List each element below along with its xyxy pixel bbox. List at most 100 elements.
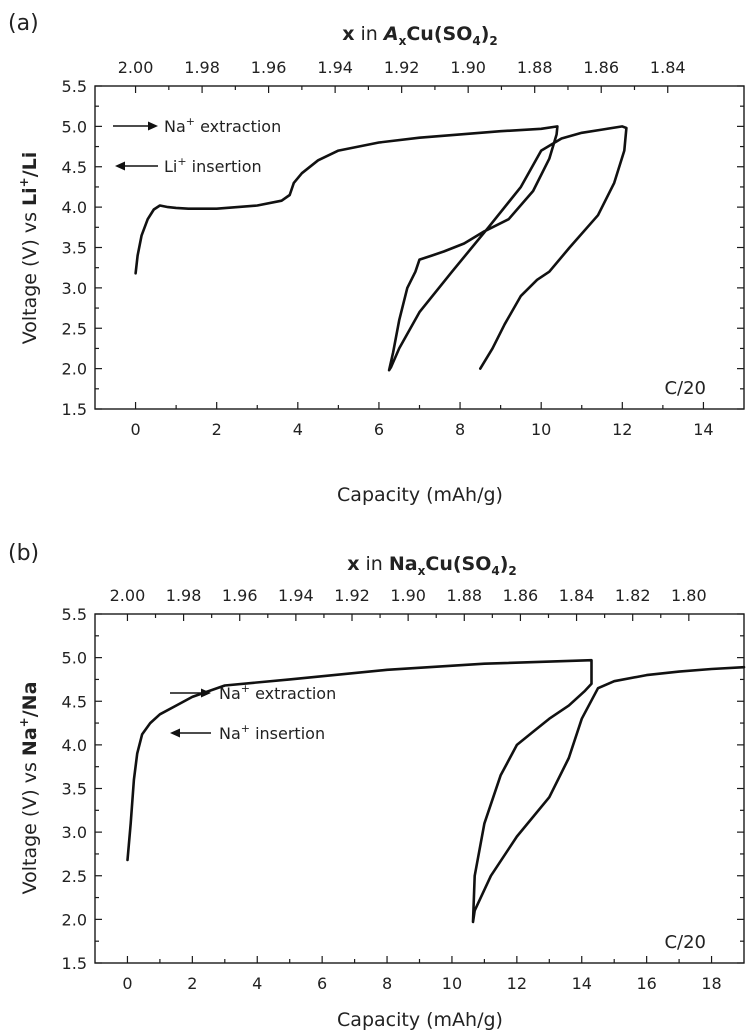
panel-a-ylabel-sup: + <box>17 177 31 187</box>
panel-b-legend-1-text: extraction <box>250 684 336 703</box>
panel-a-ylabel-prefix: Voltage (V) vs <box>19 206 41 344</box>
panel-b-top-tick-labels: 2.00 1.98 1.96 1.94 1.92 1.90 1.88 1.86 1.84 1.82… <box>110 586 707 605</box>
panel-a-top-tick-label: 1.90 <box>450 58 486 77</box>
panel-b-top-tick-label: 1.88 <box>446 586 482 605</box>
panel-b-ylabel-prefix: Voltage (V) vs <box>19 756 41 894</box>
panel-a-legend-1-text: extraction <box>195 117 281 136</box>
panel-a-ticks <box>95 85 744 410</box>
panel-b-legend-2-text: insertion <box>250 724 325 743</box>
panel-b-ylabel-suffix: /Na <box>19 682 41 718</box>
panel-a-ylabel-suffix: /Li <box>19 152 41 178</box>
arrow-left-icon <box>115 161 125 171</box>
panel-b-top-title-sub: x <box>418 564 426 578</box>
panel-a-top-title-sub: x <box>399 34 407 48</box>
panel-a-ylabel-ion: Li <box>19 187 41 206</box>
panel-a-rate-label: C/20 <box>664 378 706 399</box>
panel-a-x-tick-label: 14 <box>693 420 713 439</box>
panel-a-legend-2-text: insertion <box>187 157 262 176</box>
panel-a-x-tick-label: 4 <box>293 420 303 439</box>
panel-b-x-tick-label: 0 <box>122 974 132 993</box>
panel-b-y-tick-label: 2.0 <box>62 910 87 929</box>
panel-a-x-tick-label: 12 <box>612 420 632 439</box>
panel-b-top-tick-label: 1.90 <box>390 586 426 605</box>
panel-a-legend-1-sup: + <box>186 115 195 128</box>
panel-b-y-tick-label: 4.0 <box>62 736 87 755</box>
panel-a-top-tick-label: 1.88 <box>517 58 553 77</box>
panel-b-top-tick-label: 1.80 <box>671 586 707 605</box>
panel-a-x-axis-title: Capacity (mAh/g) <box>337 484 503 506</box>
panel-a-y-tick-label: 2.0 <box>62 360 87 379</box>
panel-b-top-tick-label: 2.00 <box>110 586 146 605</box>
panel-b-y-tick-label: 3.0 <box>62 823 87 842</box>
panel-b-x-tick-label: 8 <box>382 974 392 993</box>
panel-b-top-title-sub2: 4 <box>491 564 499 578</box>
panel-a-legend-2-ion: Li <box>164 157 177 176</box>
panel-a-top-title-ion: A <box>382 23 399 45</box>
panel-b-plot-frame <box>94 613 745 964</box>
panel-b-ticks <box>95 613 744 964</box>
panel-a-top-tick-label: 1.94 <box>317 58 353 77</box>
panel-b-top-title-in: in <box>359 553 388 575</box>
panel-a-y-tick-label: 5.0 <box>62 117 87 136</box>
panel-b-y-tick-label: 2.5 <box>62 867 87 886</box>
panel-a-label: (a) <box>8 11 39 36</box>
panel-b-top-tick-label: 1.94 <box>278 586 314 605</box>
panel-b-x-tick-label: 2 <box>187 974 197 993</box>
panel-b-top-tick-label: 1.86 <box>503 586 539 605</box>
panel-a-legend-1-ion: Na <box>164 117 186 136</box>
panel-b-x-tick-label: 4 <box>252 974 262 993</box>
panel-a-x-tick-label: 0 <box>130 420 140 439</box>
panel-a-top-tick-label: 1.84 <box>650 58 686 77</box>
panel-b-x-tick-label: 14 <box>572 974 592 993</box>
panel-a-y-tick-label: 1.5 <box>62 400 87 419</box>
panel-b-rate-label: C/20 <box>664 932 706 953</box>
arrow-right-icon <box>148 121 158 131</box>
panel-a-y-tick-labels: 1.5 2.0 2.5 3.0 3.5 4.0 4.5 5.0 5.5 <box>62 77 87 419</box>
panel-a-x-tick-label: 8 <box>455 420 465 439</box>
panel-a-top-title-sub3: 2 <box>489 34 497 48</box>
panel-a-y-tick-label: 3.5 <box>62 239 87 258</box>
panel-b-legend-extraction: Na+ extraction <box>219 682 336 703</box>
panel-b-x-tick-label: 6 <box>317 974 327 993</box>
panel-b-y-tick-labels: 1.5 2.0 2.5 3.0 3.5 4.0 4.5 5.0 5.5 <box>62 605 87 973</box>
panel-a-y-axis-title: Voltage (V) vs Li+/Li <box>17 152 41 345</box>
panel-a-top-tick-label: 1.86 <box>583 58 619 77</box>
panel-b-x-tick-label: 18 <box>701 974 721 993</box>
panel-a-legend-extraction: Na+ extraction <box>164 115 281 136</box>
panel-b-x-axis-title: Capacity (mAh/g) <box>337 1009 503 1031</box>
panel-a: (a) x in AxCu(SO4)2 0 2 4 6 8 10 12 14 1.52.02.… <box>8 11 745 506</box>
panel-a-top-tick-label: 1.96 <box>251 58 287 77</box>
panel-b-top-title-ion: Na <box>389 553 418 575</box>
panel-b-y-tick-label: 5.5 <box>62 605 87 624</box>
panel-a-x-tick-label: 2 <box>212 420 222 439</box>
panel-b-top-tick-label: 1.98 <box>166 586 202 605</box>
panel-b-y-tick-label: 3.5 <box>62 780 87 799</box>
panel-a-y-tick-label: 4.5 <box>62 158 87 177</box>
panel-b-x-tick-label: 10 <box>442 974 462 993</box>
panel-a-legend: Na+ extraction Li+ insertion <box>113 115 281 176</box>
panel-b-x-tick-label: 12 <box>507 974 527 993</box>
panel-b-legend: Na+ extraction Na + insertion <box>170 682 336 743</box>
panel-a-series-line <box>134 125 628 372</box>
panel-a-y-tick-label: 2.5 <box>62 319 87 338</box>
panel-a-top-tick-labels: 2.00 1.98 1.96 1.94 1.92 1.90 1.88 1.86 1.84 <box>118 58 686 77</box>
panel-a-y-tick-label: 5.5 <box>62 77 87 96</box>
panel-a-x-tick-labels: 0 2 4 6 8 10 12 14 <box>130 420 713 439</box>
panel-b-x-tick-label: 16 <box>636 974 656 993</box>
panel-a-legend-2-sup: + <box>177 155 186 168</box>
panel-b-top-axis-title: x in NaxCu(SO4)2 <box>347 553 517 578</box>
panel-b-y-axis-title: Voltage (V) vs Na+/Na <box>17 682 41 895</box>
panel-a-y-tick-label: 3.0 <box>62 279 87 298</box>
panel-a-x-tick-label: 10 <box>531 420 551 439</box>
panel-b-legend-2-sup: + <box>241 722 250 735</box>
panel-a-plot-frame <box>94 85 745 410</box>
panel-b-ylabel-sup: + <box>17 717 31 727</box>
panel-b-ylabel-ion: Na <box>19 727 41 756</box>
panel-b-legend-1-ion: Na <box>219 684 241 703</box>
panel-b-top-title-sub3: 2 <box>508 564 516 578</box>
panel-b-y-tick-label: 4.5 <box>62 692 87 711</box>
panel-b-top-tick-label: 1.82 <box>615 586 651 605</box>
panel-b-series-line <box>126 658 746 924</box>
panel-a-y-tick-label: 4.0 <box>62 198 87 217</box>
